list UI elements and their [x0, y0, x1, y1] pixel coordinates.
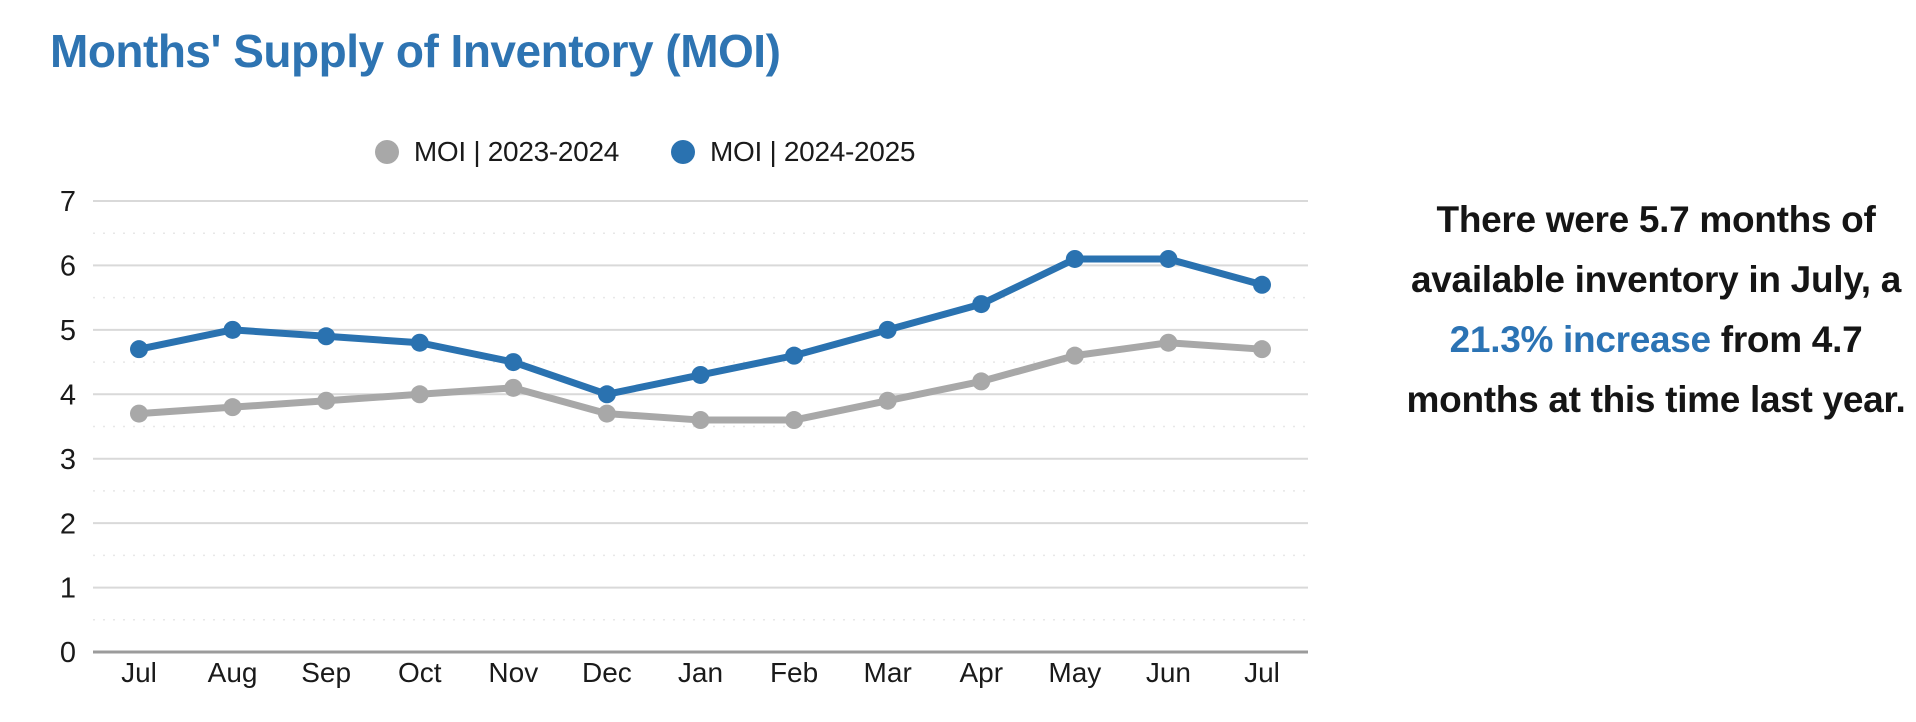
insight-text: There were 5.7 months of available inven…	[1398, 190, 1914, 430]
x-tick-label: Jan	[678, 657, 723, 688]
x-axis-tick-labels: Jul Aug Sep Oct Nov Dec Jan Feb Mar Apr May Jun Jul	[121, 657, 1280, 688]
x-tick-label: Sep	[301, 657, 351, 688]
x-tick-label: Apr	[959, 657, 1003, 688]
insight-highlight: 21.3% increase	[1449, 318, 1711, 360]
moi-line-chart-svg: 0 1 2 3 4 5 6 7 Jul Aug Sep Oct Nov Dec Jan Feb Mar Apr Ma…	[60, 186, 1308, 688]
legend-label-2023-2024: MOI | 2023-2024	[413, 136, 619, 167]
gridlines-major	[93, 200, 1308, 589]
data-point	[972, 295, 991, 314]
x-tick-label: Jun	[1146, 657, 1191, 688]
y-axis-tick-labels: 0 1 2 3 4 5 6 7	[60, 186, 76, 669]
insight-text-before: There were 5.7 months of available inven…	[1410, 199, 1901, 300]
data-point	[691, 411, 710, 430]
data-point	[597, 385, 616, 404]
data-point	[504, 378, 523, 397]
data-point	[785, 346, 804, 365]
x-tick-label: Mar	[864, 657, 912, 688]
y-tick-label: 1	[60, 573, 76, 605]
data-point	[1253, 340, 1271, 359]
data-point	[410, 385, 429, 404]
data-point	[1065, 346, 1084, 365]
data-point	[597, 404, 616, 423]
x-tick-label: Jul	[121, 657, 157, 688]
y-tick-label: 2	[60, 508, 76, 540]
data-point	[691, 365, 710, 384]
data-point	[1159, 249, 1178, 268]
x-tick-label: Dec	[582, 657, 632, 688]
data-point	[1065, 249, 1084, 268]
data-point	[130, 404, 148, 423]
x-tick-label: Jul	[1244, 657, 1280, 688]
data-point	[223, 398, 242, 417]
data-point	[1159, 333, 1178, 352]
data-point	[410, 333, 429, 352]
legend-dot-gray-icon	[374, 140, 399, 164]
data-point	[223, 320, 242, 339]
data-point	[878, 391, 897, 410]
y-tick-label: 3	[60, 444, 76, 476]
data-point	[878, 320, 897, 339]
legend-item-2023-2024: MOI | 2023-2024	[374, 136, 619, 168]
data-point	[972, 372, 991, 391]
data-point	[317, 391, 336, 410]
y-tick-label: 7	[60, 186, 76, 218]
y-tick-label: 6	[60, 251, 76, 283]
data-point	[785, 411, 804, 430]
data-point	[504, 353, 523, 372]
x-tick-label: Aug	[208, 657, 258, 688]
data-point	[1253, 275, 1271, 294]
page-title: Months' Supply of Inventory (MOI)	[50, 25, 781, 77]
x-tick-label: Nov	[488, 657, 538, 688]
moi-line-chart: 0 1 2 3 4 5 6 7 Jul Aug Sep Oct Nov Dec Jan Feb Mar Apr Ma…	[0, 160, 1400, 720]
y-tick-label: 5	[60, 315, 76, 347]
x-tick-label: Oct	[398, 657, 442, 688]
data-point	[130, 340, 148, 359]
series-moi-2023-2024	[130, 333, 1271, 430]
y-tick-label: 0	[60, 637, 76, 669]
x-tick-label: May	[1048, 657, 1101, 688]
legend-item-2024-2025: MOI | 2024-2025	[671, 136, 915, 168]
x-tick-label: Feb	[770, 657, 818, 688]
data-point	[317, 327, 336, 346]
legend-dot-blue-icon	[671, 140, 695, 164]
y-tick-label: 4	[60, 379, 76, 411]
legend-label-2024-2025: MOI | 2024-2025	[710, 136, 916, 167]
series-moi-2024-2025	[130, 249, 1271, 404]
chart-legend: MOI | 2023-2024 MOI | 2024-2025	[0, 136, 1345, 168]
insight-text-after: from 4.7 months at this time last year.	[1406, 318, 1906, 420]
